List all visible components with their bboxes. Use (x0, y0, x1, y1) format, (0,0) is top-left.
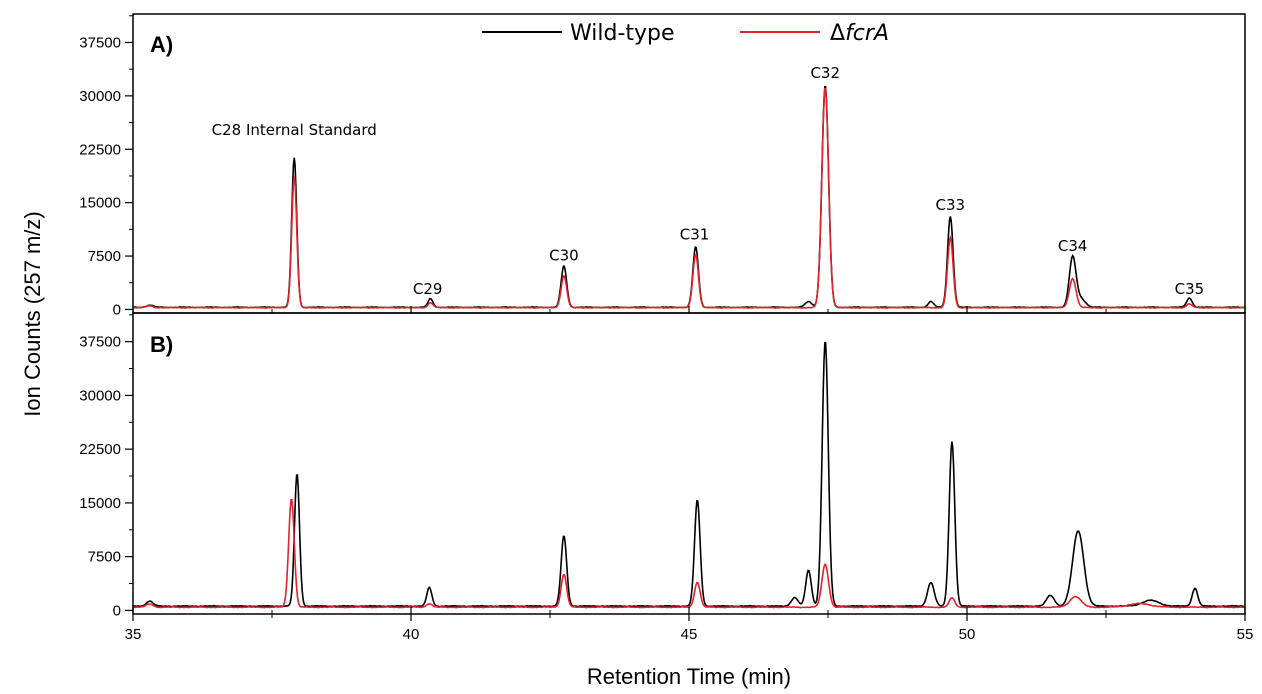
legend-mutant-label: ΔfcrA (830, 21, 889, 46)
x-tick-label: 40 (403, 626, 420, 643)
panel-b-frame (132, 312, 1246, 615)
x-tick-label: 35 (125, 626, 142, 643)
peak-label: C35 (1175, 280, 1205, 298)
x-tick-label: 50 (959, 626, 976, 643)
peak-label: C33 (936, 196, 966, 214)
series-line-wildtype (132, 85, 1245, 309)
panel-b-label: B) (150, 332, 173, 357)
x-axis: 35 40 45 50 55 (125, 614, 1254, 643)
y-tick-label: 22500 (79, 441, 121, 458)
legend: Wild-type ΔfcrA (482, 21, 889, 46)
panel-a-label: A) (150, 32, 173, 57)
y-axis-title: Ion Counts (257 m/z) (20, 211, 45, 416)
y-tick-label: 0 (113, 301, 121, 318)
peak-label: C34 (1058, 237, 1088, 255)
legend-mutant-prefix: Δ (830, 21, 845, 46)
legend-mutant-italic: fcrA (845, 21, 889, 46)
peak-label: C31 (680, 226, 710, 244)
y-tick-label: 37500 (79, 34, 121, 51)
peak-label: C32 (810, 64, 840, 82)
y-tick-label: 15000 (79, 195, 121, 212)
y-tick-label: 30000 (79, 387, 121, 404)
peak-label: C30 (549, 246, 579, 264)
legend-wildtype-label: Wild-type (570, 21, 675, 46)
peak-label: C29 (413, 280, 443, 298)
x-tick-label: 45 (681, 626, 698, 643)
y-tick-label: 7500 (88, 549, 121, 566)
y-tick-label: 22500 (79, 141, 121, 158)
y-tick-label: 0 (113, 602, 121, 619)
x-axis-title: Retention Time (min) (587, 664, 791, 689)
peak-label: C28 Internal Standard (212, 121, 377, 139)
y-tick-label: 37500 (79, 334, 121, 351)
series-line-mutant (132, 87, 1246, 309)
y-tick-label: 7500 (88, 248, 121, 265)
y-tick-label: 15000 (79, 495, 121, 512)
panel-a: 0 7500 15000 22500 30000 37500 C28 Internal S… (79, 13, 1246, 318)
y-tick-label: 30000 (79, 88, 121, 105)
series-line-wildtype (132, 341, 1246, 608)
panel-a-frame (132, 13, 1246, 314)
panel-b: 0 7500 15000 22500 30000 37500 B) (79, 312, 1246, 619)
x-tick-label: 55 (1237, 626, 1254, 643)
